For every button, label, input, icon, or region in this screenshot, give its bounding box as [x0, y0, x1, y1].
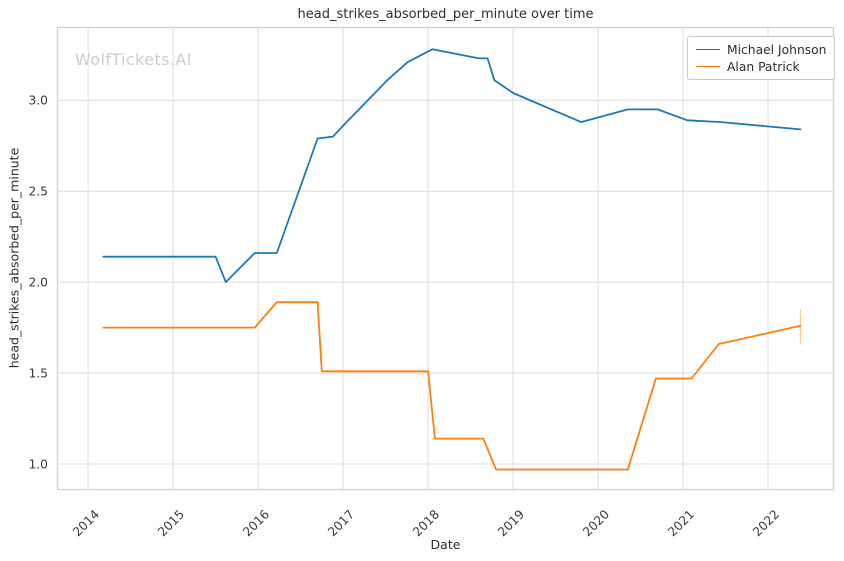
- y-axis-label: head_strikes_absorbed_per_minute: [6, 147, 22, 369]
- y-tick-label: 1.0: [28, 457, 48, 471]
- y-tick-label: 2.5: [28, 185, 48, 199]
- legend-item-alan-patrick: Alan Patrick: [696, 58, 826, 75]
- series-line-alan-patrick: [102, 301, 802, 471]
- legend-line-swatch-orange: [696, 66, 720, 67]
- x-tick-label: 2020: [580, 507, 612, 539]
- watermark-text: WolfTickets.AI: [75, 50, 192, 69]
- x-tick-label: 2022: [750, 507, 782, 539]
- legend-item-michael-johnson: Michael Johnson: [696, 41, 826, 58]
- y-tick-label: 1.5: [28, 366, 48, 380]
- plot-border: [56, 26, 835, 491]
- legend-label: Michael Johnson: [727, 42, 827, 57]
- series-line-michael-johnson: [102, 48, 802, 284]
- x-tick-label: 2017: [325, 507, 357, 539]
- legend: Michael Johnson Alan Patrick: [687, 36, 836, 80]
- legend-line-swatch-blue: [696, 49, 720, 50]
- chart-title: head_strikes_absorbed_per_minute over ti…: [297, 7, 594, 22]
- x-tick-label: 2019: [495, 507, 527, 539]
- y-tick-label: 2.0: [28, 275, 48, 289]
- x-tick-label: 2018: [410, 507, 442, 539]
- x-tick-label: 2021: [665, 507, 697, 539]
- x-tick-label: 2014: [70, 507, 102, 539]
- y-tick-label: 3.0: [28, 94, 48, 108]
- x-tick-label: 2016: [240, 507, 272, 539]
- legend-label: Alan Patrick: [727, 59, 800, 74]
- x-tick-label: 2015: [155, 507, 187, 539]
- x-axis-label: Date: [430, 537, 461, 552]
